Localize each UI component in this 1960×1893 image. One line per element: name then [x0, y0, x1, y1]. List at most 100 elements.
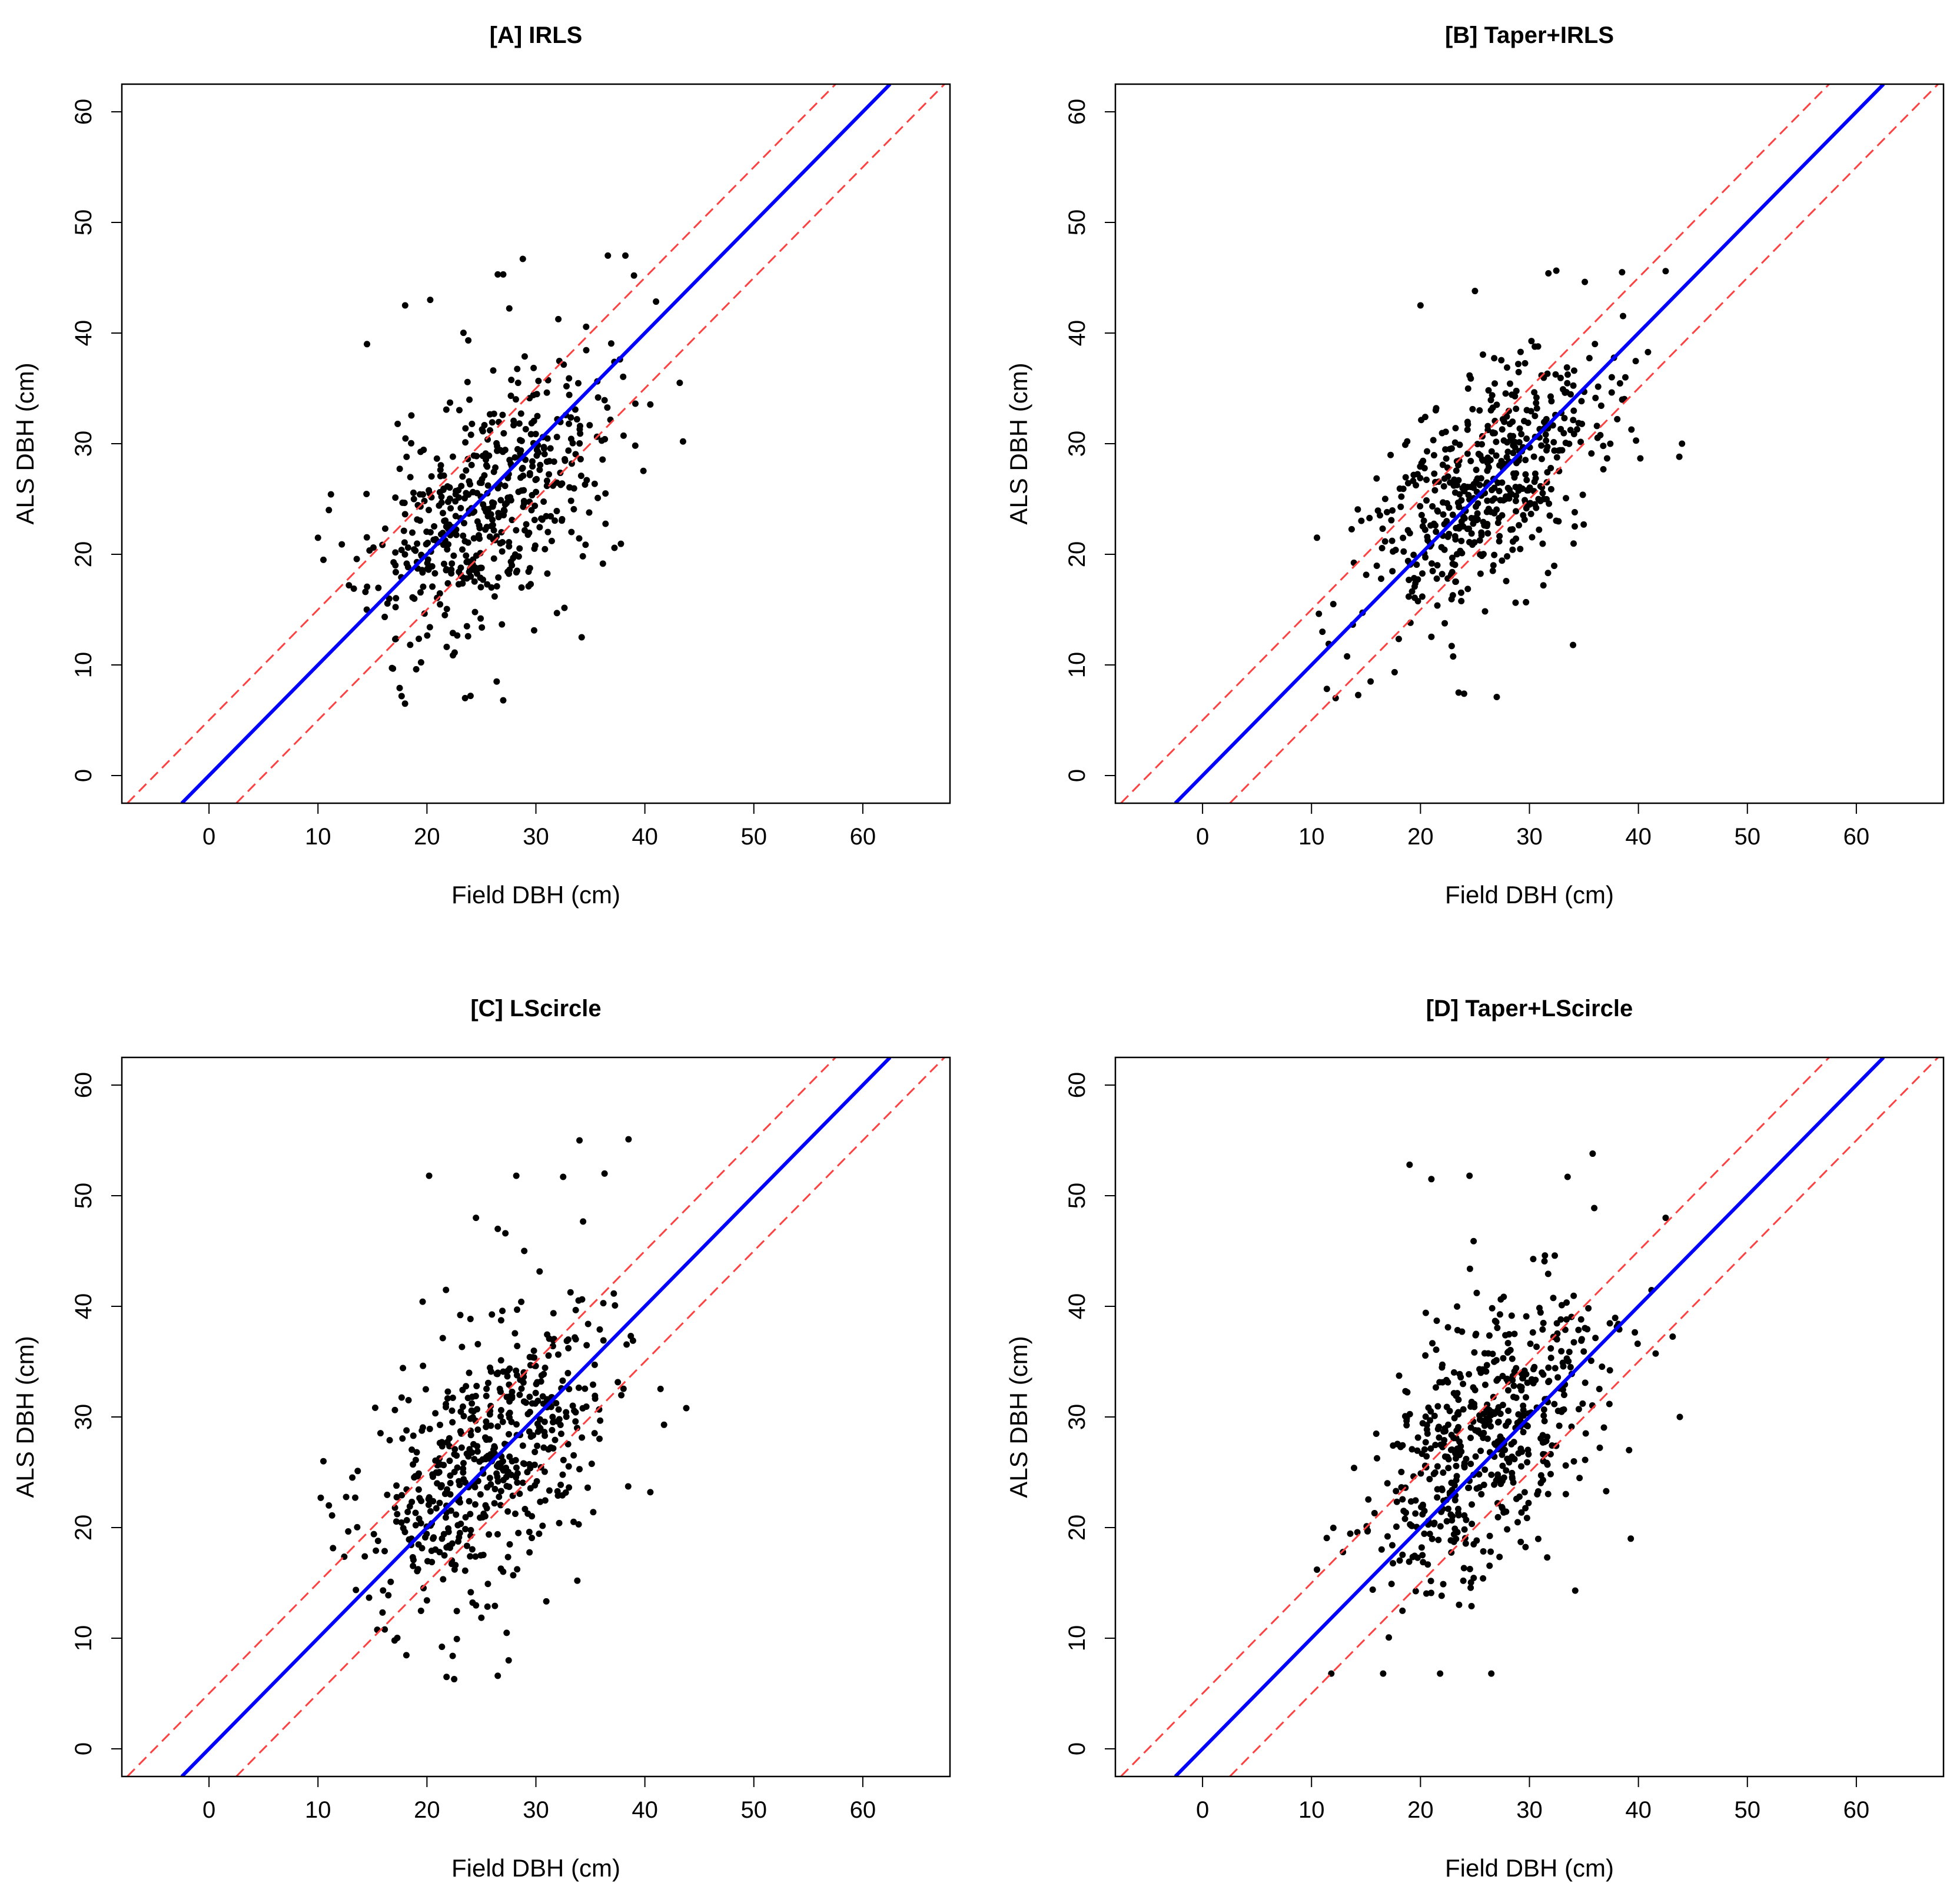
data-point [1645, 348, 1652, 355]
data-point [540, 444, 547, 451]
data-point [576, 426, 583, 433]
data-point [491, 1443, 498, 1450]
data-point [494, 1672, 501, 1679]
data-point [1434, 1426, 1441, 1433]
data-point [1406, 1558, 1413, 1565]
panel-title-c: [C] LScircle [470, 996, 601, 1022]
data-point [400, 527, 407, 534]
data-point [487, 1422, 494, 1429]
data-point [640, 467, 647, 474]
data-point [449, 1394, 456, 1401]
data-point [1520, 512, 1527, 519]
data-point [430, 1534, 437, 1541]
reference-lines [1120, 1057, 1939, 1776]
data-point [438, 1482, 445, 1489]
data-point [1450, 653, 1457, 660]
data-point [456, 407, 463, 414]
data-point [574, 1577, 581, 1584]
data-point [1469, 1521, 1476, 1528]
data-point [1600, 443, 1607, 450]
data-point [591, 480, 598, 487]
data-point [579, 1434, 586, 1441]
data-point [1406, 576, 1413, 583]
data-point [584, 1320, 592, 1328]
data-point [494, 271, 501, 278]
upper-bound-line [1120, 84, 1830, 803]
x-tick-label: 10 [1298, 1797, 1325, 1823]
data-point [1499, 1372, 1506, 1379]
data-point [1533, 405, 1540, 412]
data-point [1448, 1432, 1455, 1439]
data-point [431, 570, 438, 577]
y-tick-label: 30 [71, 431, 97, 457]
data-point [346, 582, 353, 589]
data-point [1454, 1303, 1461, 1310]
data-point [467, 693, 474, 700]
data-point [572, 1409, 579, 1416]
data-point [577, 455, 584, 463]
data-point [1606, 1400, 1613, 1408]
data-point [390, 665, 397, 672]
data-point [1632, 358, 1639, 365]
data-point [1443, 455, 1450, 462]
data-point [401, 302, 408, 309]
data-point [556, 1416, 563, 1423]
data-point [1587, 1357, 1594, 1364]
data-point [320, 556, 327, 563]
data-point [518, 584, 525, 591]
data-point [647, 1489, 654, 1496]
data-point [463, 552, 470, 559]
x-tick-label: 50 [1735, 1797, 1761, 1823]
data-point [1539, 1326, 1546, 1333]
data-point [1564, 1173, 1571, 1180]
data-point [1473, 1289, 1480, 1296]
data-point [1570, 1339, 1577, 1346]
data-point [1575, 420, 1582, 427]
data-point [1455, 1423, 1462, 1430]
data-point [570, 505, 577, 513]
data-point [487, 1368, 494, 1375]
data-point [1315, 610, 1323, 617]
data-point [1411, 583, 1418, 590]
data-point [1476, 1366, 1483, 1373]
data-point [1499, 426, 1506, 433]
data-point [1531, 478, 1538, 485]
data-point [362, 588, 369, 595]
data-point [432, 1457, 439, 1464]
data-point [1538, 442, 1545, 449]
data-point [1488, 448, 1495, 455]
data-point [417, 659, 424, 666]
data-point [1378, 544, 1386, 551]
data-point [537, 1498, 544, 1505]
data-point [557, 470, 564, 477]
data-point [1511, 1330, 1518, 1338]
data-point [366, 1594, 373, 1601]
data-point [1402, 441, 1409, 448]
data-point [508, 1418, 515, 1425]
data-point [1514, 1419, 1521, 1426]
data-point [1501, 418, 1508, 425]
data-point [562, 1489, 569, 1496]
data-point [1474, 500, 1481, 507]
data-point [508, 377, 515, 384]
data-point [379, 1609, 386, 1616]
data-point [1391, 668, 1398, 676]
data-point [479, 475, 486, 483]
data-point [1530, 1256, 1537, 1263]
data-point [1451, 533, 1459, 540]
data-point [473, 570, 480, 577]
data-point [518, 437, 525, 444]
y-tick-label: 60 [71, 1072, 97, 1099]
data-point [1443, 1376, 1450, 1383]
data-point [575, 1521, 582, 1528]
data-point [1489, 497, 1496, 504]
data-point [464, 633, 471, 640]
data-point [433, 1505, 440, 1512]
data-point [1441, 1453, 1449, 1460]
data-point [1381, 538, 1388, 545]
data-point [526, 1460, 533, 1468]
data-point [1522, 1543, 1529, 1551]
data-point [343, 1493, 350, 1501]
data-point [459, 1343, 466, 1350]
data-point [540, 498, 547, 505]
